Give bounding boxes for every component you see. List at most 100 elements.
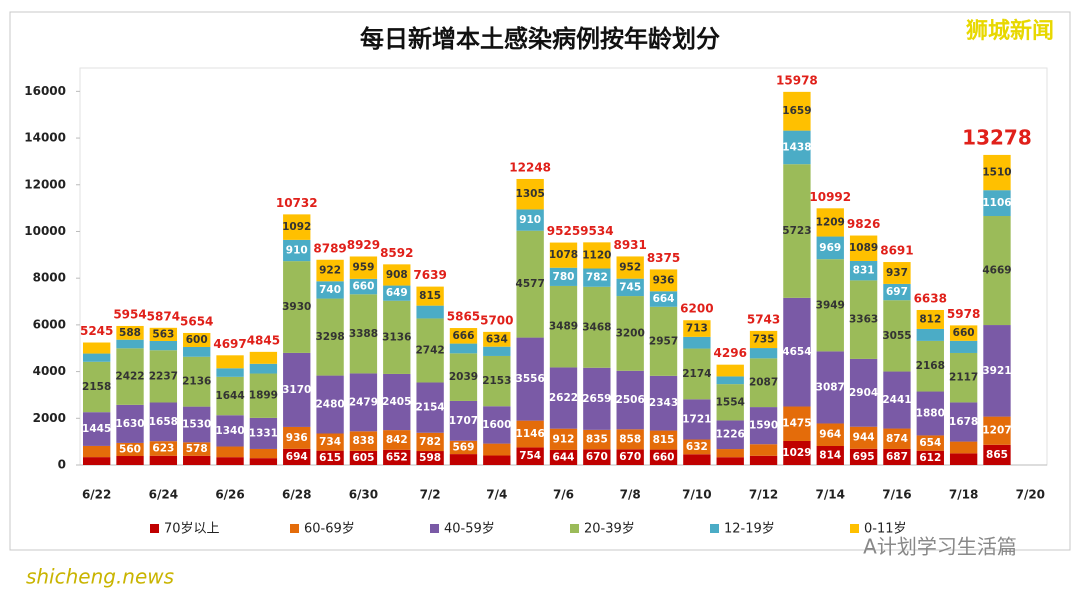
- bar-segment: [816, 236, 844, 260]
- bar-segment: [83, 445, 111, 458]
- bar-segment: [283, 352, 311, 427]
- segment-label: 1438: [782, 141, 811, 153]
- segment-label: 2742: [416, 344, 445, 356]
- bar-segment: [383, 373, 411, 431]
- segment-label: 2441: [882, 394, 911, 406]
- bar-segment: [383, 285, 411, 301]
- bar-segment: [349, 431, 378, 451]
- segment-label: 782: [419, 436, 441, 448]
- total-label: 9525: [547, 224, 580, 238]
- bar-segment: [883, 300, 911, 372]
- y-tick-label: 10000: [24, 224, 66, 238]
- segment-label: 835: [586, 434, 608, 446]
- segment-label: 1659: [782, 105, 811, 117]
- x-tick-label: 7/14: [816, 488, 845, 502]
- bar-segment: [983, 154, 1011, 191]
- bar-segment: [649, 449, 678, 465]
- total-label: 5245: [80, 324, 113, 338]
- segment-label: 2343: [649, 397, 678, 409]
- watermark: A计划学习生活篇: [863, 535, 1017, 559]
- bar-segment: [716, 449, 744, 458]
- segment-label: 858: [619, 433, 641, 445]
- segment-label: 1475: [782, 418, 811, 430]
- segment-label: 666: [453, 330, 475, 342]
- bar-segment: [283, 214, 311, 240]
- x-tick-label: 6/28: [282, 488, 311, 502]
- bar-segment: [116, 442, 144, 457]
- bar-segment: [116, 325, 144, 340]
- segment-label: 964: [819, 429, 841, 441]
- x-tick-label: 7/12: [749, 488, 778, 502]
- bar-segment: [516, 447, 544, 465]
- total-label: 6200: [680, 302, 713, 316]
- segment-label: 1106: [982, 197, 1011, 209]
- bar-segment: [216, 457, 244, 465]
- bar-segment: [549, 285, 578, 368]
- total-label: 8931: [613, 238, 646, 252]
- segment-label: 3388: [349, 328, 378, 340]
- segment-label: 908: [386, 269, 408, 281]
- bar-segment: [449, 400, 478, 441]
- segment-label: 560: [119, 443, 141, 455]
- bar-segment: [116, 404, 144, 443]
- legend-swatch: [570, 524, 579, 533]
- segment-label: 734: [319, 436, 341, 448]
- bar-segment: [416, 432, 444, 452]
- bar-segment: [916, 340, 944, 392]
- segment-label: 660: [653, 451, 675, 463]
- bar-segment: [483, 443, 511, 456]
- bar-segment: [149, 402, 178, 442]
- segment-label: 2237: [149, 370, 178, 382]
- bar-segment: [549, 449, 578, 465]
- segment-label: 1340: [215, 425, 244, 437]
- bar-segment: [249, 458, 278, 465]
- bar-segment: [649, 375, 678, 431]
- legend-label: 12-19岁: [724, 522, 775, 537]
- segment-label: 697: [886, 286, 908, 298]
- bar-segment: [583, 367, 611, 430]
- bar-segment: [983, 216, 1011, 326]
- segment-label: 649: [386, 287, 408, 299]
- bar-segment: [683, 336, 711, 349]
- bar-segment: [816, 423, 844, 446]
- bar-segment: [216, 446, 244, 458]
- segment-label: 713: [686, 323, 708, 335]
- bar-segment: [283, 426, 311, 449]
- bar-segment: [516, 209, 544, 231]
- segment-label: 695: [853, 451, 875, 463]
- segment-label: 2405: [382, 396, 411, 408]
- y-tick-label: 0: [58, 458, 66, 472]
- segment-label: 1707: [449, 415, 478, 427]
- bar-segment: [549, 367, 578, 429]
- total-label: 8592: [380, 246, 413, 260]
- segment-label: 670: [619, 451, 641, 463]
- segment-label: 2117: [949, 372, 978, 384]
- legend-swatch: [710, 524, 719, 533]
- segment-label: 563: [152, 328, 174, 340]
- segment-label: 1331: [249, 427, 278, 439]
- legend-label: 70岁以上: [164, 522, 220, 537]
- legend-swatch: [290, 524, 299, 533]
- bar-segment: [749, 358, 778, 408]
- segment-label: 612: [919, 452, 941, 464]
- segment-label: 814: [819, 449, 841, 461]
- bar-segment: [749, 330, 778, 349]
- bar-segment: [183, 442, 211, 456]
- bar-segment: [983, 416, 1011, 445]
- bar-segment: [316, 450, 344, 465]
- total-label: 4845: [247, 333, 280, 347]
- bar-segment: [916, 391, 944, 436]
- bar-segment: [483, 355, 511, 407]
- legend-label: 0-11岁: [864, 522, 907, 537]
- segment-label: 694: [286, 451, 308, 463]
- bar-segment: [849, 260, 878, 281]
- bar-segment: [883, 371, 911, 429]
- bar-segment: [183, 406, 211, 443]
- source-label: 狮城新闻: [966, 18, 1054, 44]
- segment-label: 598: [419, 452, 441, 464]
- segment-label: 754: [519, 450, 541, 462]
- segment-label: 2479: [349, 396, 378, 408]
- segment-label: 952: [619, 262, 641, 274]
- segment-label: 2158: [82, 381, 111, 393]
